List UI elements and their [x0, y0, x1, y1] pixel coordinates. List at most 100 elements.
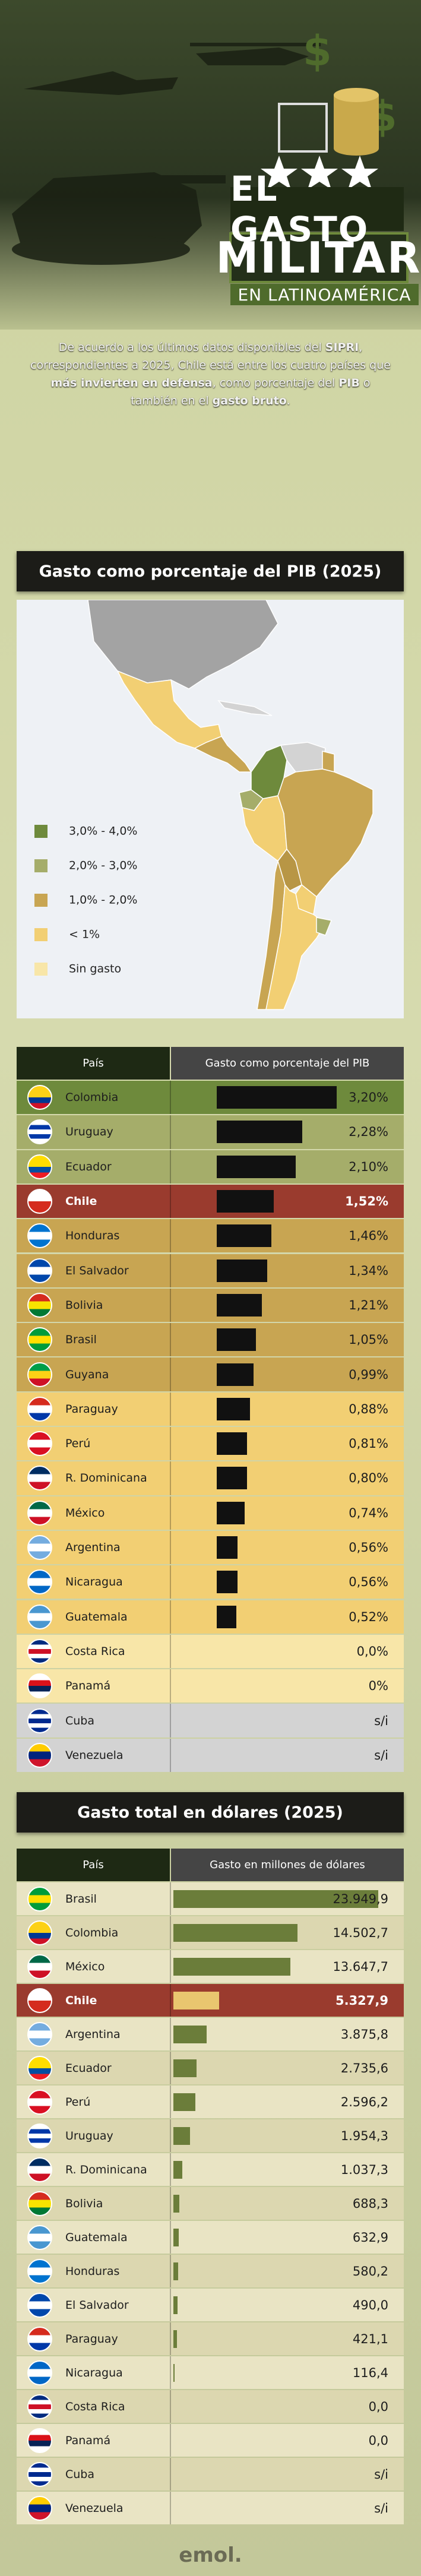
- country-name: Cuba: [65, 1714, 95, 1727]
- country-name: Panamá: [65, 2433, 111, 2447]
- bar: [173, 2160, 182, 2179]
- country-name: Panamá: [65, 1679, 111, 1693]
- country-name: México: [65, 1506, 105, 1520]
- row-divider: [170, 1392, 171, 1426]
- table-row: Chile 1,52%: [17, 1184, 404, 1219]
- flag: [27, 1500, 52, 1526]
- flag: [27, 2360, 52, 2385]
- country-name: Guatemala: [65, 2230, 128, 2244]
- row-divider: [170, 1184, 171, 1219]
- value-label: 3,20%: [349, 1090, 388, 1105]
- flag: [27, 1638, 52, 1664]
- value-label: 1.037,3: [340, 2162, 388, 2177]
- table-row: Chile 5.327,9: [17, 1984, 404, 2017]
- flag: [27, 1742, 52, 1768]
- row-divider: [170, 2221, 171, 2254]
- legend-label: 3,0% - 4,0%: [69, 825, 137, 838]
- value-label: 5.327,9: [335, 1993, 388, 2008]
- table-row: Perú 0,81%: [17, 1427, 404, 1461]
- country-name: Nicaragua: [65, 2366, 123, 2379]
- table-row: Panamá 0%: [17, 1669, 404, 1703]
- country-name: Perú: [65, 1437, 91, 1451]
- intro-span: , correspondientes a 2025, Chile está en…: [30, 341, 391, 372]
- row-divider: [170, 1738, 171, 1772]
- flag: [27, 2055, 52, 2081]
- flag: [27, 1327, 52, 1353]
- table-row: Colombia 3,20%: [17, 1081, 404, 1115]
- table-row: R. Dominicana 1.037,3: [17, 2153, 404, 2186]
- row-divider: [170, 1600, 171, 1634]
- table-row: Paraguay 421,1: [17, 2322, 404, 2355]
- legend-swatch: [34, 825, 48, 838]
- country-name: Nicaragua: [65, 1575, 123, 1589]
- flag: [27, 1085, 52, 1110]
- value-label: 0,56%: [349, 1540, 388, 1555]
- flag: [27, 2326, 52, 2352]
- country-name: Perú: [65, 2095, 91, 2109]
- flag: [27, 1569, 52, 1595]
- table-row: Cuba s/i: [17, 1704, 404, 1738]
- map-country: [316, 917, 333, 936]
- flag: [27, 2021, 52, 2047]
- bar: [217, 1328, 257, 1352]
- flag: [27, 1189, 52, 1214]
- value-label: 1,46%: [349, 1229, 388, 1243]
- intro-text: De acuerdo a los últimos datos disponibl…: [30, 338, 391, 410]
- table-row: Nicaragua 116,4: [17, 2356, 404, 2389]
- intro-bold: SIPRI: [325, 341, 359, 354]
- row-divider: [170, 1150, 171, 1183]
- value-label: 0,56%: [349, 1575, 388, 1590]
- flag: [27, 1292, 52, 1318]
- row-divider: [170, 1357, 171, 1391]
- table-row: Bolivia 688,3: [17, 2187, 404, 2220]
- value-label: 23.949,9: [333, 1891, 388, 1906]
- country-name: Argentina: [65, 1541, 121, 1555]
- country-name: Argentina: [65, 2027, 121, 2041]
- flag: [27, 1466, 52, 1491]
- bar: [217, 1363, 254, 1386]
- country-name: Costa Rica: [65, 2400, 125, 2413]
- table-row: Brasil 23.949,9: [17, 1882, 404, 1915]
- legend-swatch: [34, 894, 48, 907]
- legend-label: 2,0% - 3,0%: [69, 859, 137, 872]
- country-name: Brasil: [65, 1892, 97, 1906]
- map-country: [322, 751, 335, 773]
- value-label: 0,80%: [349, 1471, 388, 1486]
- row-divider: [170, 1496, 171, 1530]
- table-row: Honduras 1,46%: [17, 1219, 404, 1253]
- value-label: 0,0%: [356, 1644, 388, 1659]
- table-row: Perú 2.596,2: [17, 2086, 404, 2118]
- table-row: Costa Rica 0,0%: [17, 1634, 404, 1669]
- value-label: 14.502,7: [333, 1925, 388, 1940]
- table-row: Argentina 3.875,8: [17, 2018, 404, 2050]
- country-name: Cuba: [65, 2467, 95, 2481]
- bar: [173, 2194, 179, 2213]
- value-label: 13.647,7: [333, 1959, 388, 1974]
- country-name: Chile: [65, 1993, 97, 2007]
- table-row: Venezuela s/i: [17, 2492, 404, 2524]
- country-name: Paraguay: [65, 1402, 118, 1416]
- bar: [173, 2262, 179, 2280]
- flag: [27, 2292, 52, 2318]
- intro-span: .: [286, 394, 290, 407]
- country-name: Venezuela: [65, 1748, 124, 1762]
- value-label: 0,52%: [349, 1609, 388, 1624]
- country-name: Venezuela: [65, 2501, 124, 2515]
- flag: [27, 2495, 52, 2521]
- flag: [27, 1119, 52, 1145]
- flag: [27, 2428, 52, 2453]
- intro-span: o también en el: [131, 376, 371, 407]
- legend-swatch: [34, 963, 48, 976]
- country-name: Guatemala: [65, 1610, 128, 1624]
- row-divider: [170, 2322, 171, 2355]
- country-name: El Salvador: [65, 2298, 129, 2312]
- country-name: Brasil: [65, 1333, 97, 1347]
- row-divider: [170, 1916, 171, 1949]
- bar: [217, 1536, 238, 1559]
- header-art: $$: [0, 0, 421, 330]
- row-divider: [170, 2187, 171, 2220]
- flag: [27, 2461, 52, 2487]
- flag: [27, 2224, 52, 2250]
- bar: [217, 1155, 296, 1178]
